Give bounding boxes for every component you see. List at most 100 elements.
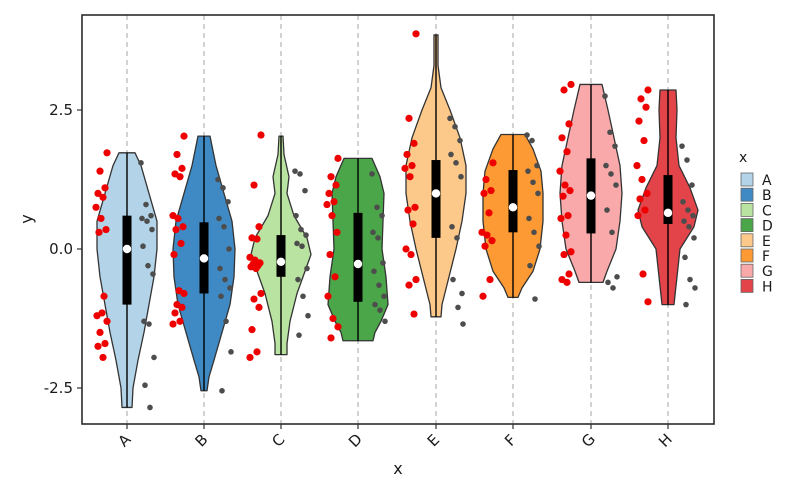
data-point-gray [602, 93, 608, 99]
legend-label-b: B [762, 188, 772, 204]
data-point-gray [140, 243, 146, 250]
legend-label-d: D [762, 219, 773, 235]
data-point-gray [143, 201, 149, 208]
box-c [276, 235, 286, 277]
jitter-points [92, 30, 698, 411]
data-point-red [487, 187, 495, 195]
data-point-red [567, 248, 575, 256]
data-point-red [480, 189, 488, 197]
data-point-gray [454, 235, 460, 241]
data-point-gray [536, 243, 542, 250]
data-point-gray [524, 132, 530, 138]
data-point-gray [691, 235, 697, 241]
data-point-red [486, 275, 494, 284]
data-point-red [327, 334, 335, 342]
data-point-red [412, 275, 420, 284]
data-point-gray [138, 160, 144, 166]
data-point-red [479, 292, 487, 300]
data-point-gray [215, 176, 221, 183]
data-point-gray [142, 382, 148, 389]
data-point-gray [144, 218, 150, 224]
legend-label-h: H [762, 279, 773, 295]
data-point-gray [371, 268, 377, 275]
data-point-red [407, 250, 415, 259]
data-point-red [330, 198, 338, 206]
data-point-gray [227, 285, 233, 291]
data-point-gray [610, 285, 616, 291]
legend-label-e: E [762, 234, 771, 250]
legend-swatch-c [740, 202, 754, 217]
data-point-red [327, 173, 335, 181]
data-point-red [566, 187, 574, 195]
data-point-gray [225, 198, 231, 205]
legend-swatch-f [740, 248, 754, 263]
data-point-red [250, 181, 258, 189]
data-point-gray [614, 274, 620, 280]
data-point-gray [534, 162, 540, 169]
data-point-red [179, 223, 187, 231]
data-point-red [334, 154, 342, 162]
data-point-gray [372, 301, 378, 308]
data-point-gray [379, 212, 385, 219]
data-point-red [563, 278, 571, 286]
data-point-red [405, 281, 413, 289]
data-point-red [178, 303, 186, 311]
data-point-gray [612, 143, 618, 149]
data-point-gray [147, 404, 153, 411]
data-point-gray [457, 137, 463, 144]
data-point-red [410, 310, 418, 318]
data-point-gray [296, 332, 302, 338]
data-point-gray [222, 276, 228, 283]
data-point-red [563, 148, 571, 156]
data-point-gray [460, 321, 466, 327]
data-point-red [559, 192, 567, 200]
data-point-red [323, 200, 331, 209]
data-point-gray [302, 187, 308, 194]
data-point-gray [530, 179, 536, 186]
data-point-red [644, 298, 652, 306]
legend-swatch-h [740, 278, 754, 293]
data-point-red [640, 136, 648, 145]
data-point-gray [607, 129, 613, 136]
data-point-red [328, 212, 336, 220]
data-point-gray [531, 229, 537, 236]
data-point-gray [449, 223, 455, 230]
y-tick-label: -2.5 [44, 379, 73, 397]
data-point-gray [221, 223, 227, 230]
data-point-red [412, 30, 420, 38]
data-point-red [332, 181, 340, 189]
median-marker [122, 244, 132, 254]
data-point-red [567, 80, 575, 89]
data-point-gray [458, 173, 464, 180]
data-point-red [489, 159, 497, 167]
box-e [431, 160, 441, 238]
data-point-gray [375, 235, 381, 241]
data-point-gray [609, 229, 615, 236]
data-point-red [257, 289, 265, 298]
data-point-red [485, 209, 493, 217]
data-point-red [253, 235, 261, 243]
data-point-gray [300, 293, 306, 300]
data-point-red [410, 139, 418, 147]
data-point-gray [146, 321, 152, 327]
data-point-red [334, 323, 342, 331]
data-point-gray [683, 301, 689, 308]
boxplots [122, 34, 673, 408]
data-point-red [565, 270, 573, 278]
data-point-gray [455, 304, 461, 311]
data-point-red [481, 242, 489, 250]
data-point-red [170, 250, 178, 259]
data-point-red [560, 86, 568, 94]
data-point-gray [453, 160, 459, 166]
median-marker [353, 259, 363, 269]
data-point-red [643, 189, 651, 197]
data-point-gray [605, 279, 611, 286]
data-point-gray [151, 354, 157, 361]
data-point-gray [369, 171, 375, 177]
data-point-gray [299, 243, 305, 250]
data-point-gray [529, 137, 535, 144]
data-point-red [172, 225, 180, 234]
data-point-gray [374, 204, 380, 211]
legend-swatch-e [740, 233, 754, 248]
